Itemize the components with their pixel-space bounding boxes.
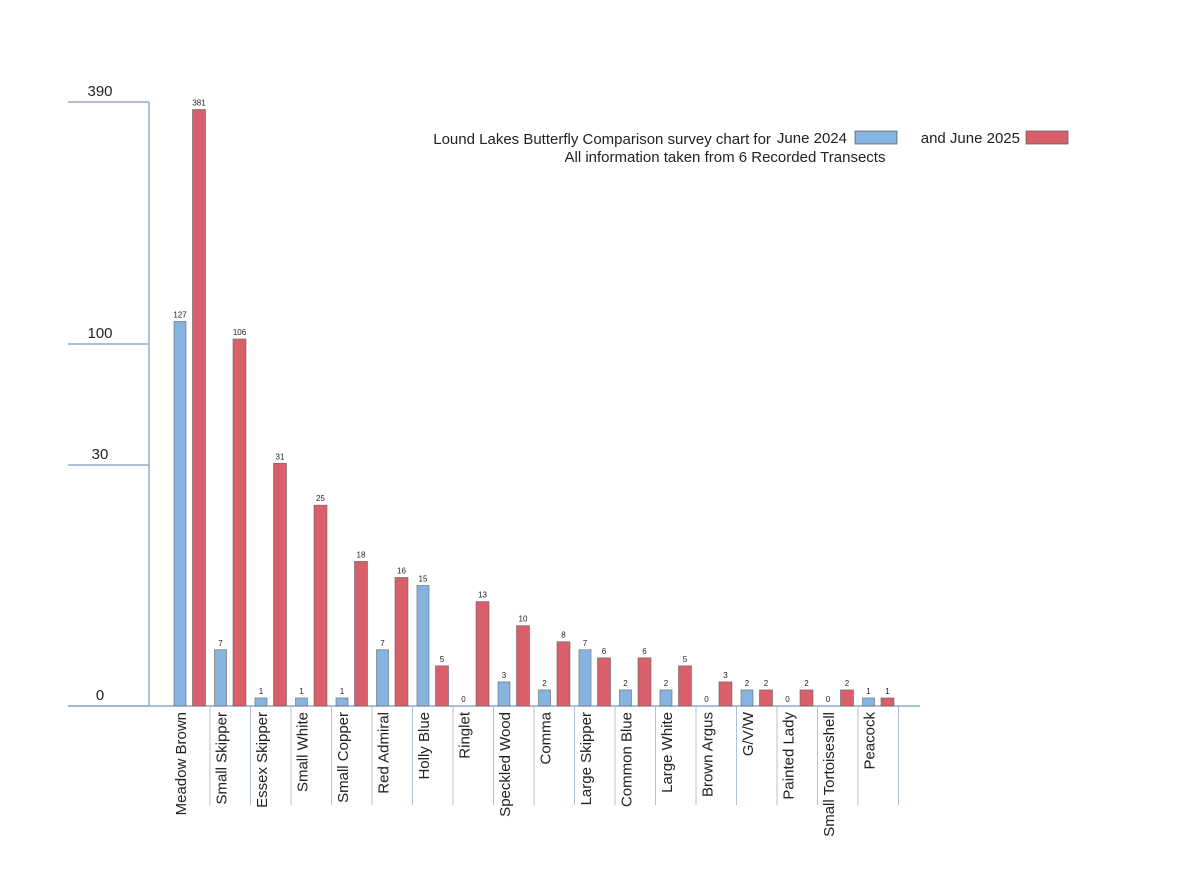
x-tick-label: Large White <box>659 712 676 793</box>
x-tick-label: Holly Blue <box>416 712 433 780</box>
value-label: 25 <box>316 494 325 503</box>
bar <box>740 689 754 707</box>
value-label: 0 <box>704 695 709 704</box>
bar <box>578 649 592 707</box>
legend-label: and June 2025 <box>921 130 1020 147</box>
bar <box>759 689 773 707</box>
bar <box>880 697 895 707</box>
bar <box>597 657 611 707</box>
bar <box>416 585 430 707</box>
value-label: 5 <box>440 655 445 664</box>
value-label: 127 <box>173 310 187 319</box>
value-label: 1 <box>340 687 345 696</box>
bar <box>840 689 854 707</box>
bar <box>497 681 511 707</box>
legend-swatch <box>1025 130 1069 145</box>
y-tick-label: 390 <box>87 83 112 100</box>
bar <box>659 689 673 707</box>
value-label: 3 <box>502 671 507 680</box>
bar <box>354 561 368 707</box>
bar <box>862 697 875 707</box>
bar <box>232 338 247 707</box>
value-label: 6 <box>642 647 647 656</box>
value-label: 10 <box>519 615 528 624</box>
x-tick-label: Ringlet <box>457 711 474 759</box>
bar <box>475 601 490 707</box>
value-label: 7 <box>218 639 223 648</box>
y-tick-label: 0 <box>96 687 104 704</box>
x-tick-label: Small Tortoiseshell <box>821 712 838 837</box>
x-tick-label: Small White <box>295 712 312 792</box>
value-label: 2 <box>804 679 809 688</box>
value-label: 106 <box>233 328 247 337</box>
chart-subtitle: All information taken from 6 Recorded Tr… <box>565 149 886 166</box>
bar <box>435 665 449 707</box>
value-label: 1 <box>299 687 304 696</box>
bar <box>335 697 349 707</box>
x-tick-label: Painted Lady <box>781 712 798 800</box>
bar <box>516 625 530 707</box>
legend-label: June 2024 <box>777 130 847 147</box>
bar <box>273 462 287 707</box>
bar <box>214 649 227 707</box>
x-tick-label: Meadow Brown <box>173 712 190 815</box>
x-tick-label: Large Skipper <box>578 712 595 805</box>
bar <box>718 681 733 707</box>
bar <box>799 689 814 707</box>
value-label: 6 <box>602 647 607 656</box>
x-tick-label: Essex Skipper <box>254 712 271 808</box>
value-label: 2 <box>623 679 628 688</box>
value-label: 2 <box>664 679 669 688</box>
bar <box>192 109 206 707</box>
x-tick-label: Small Skipper <box>214 712 231 805</box>
value-label: 16 <box>397 566 406 575</box>
bar <box>637 657 652 707</box>
value-label: 7 <box>583 639 588 648</box>
bar <box>556 641 571 707</box>
x-tick-label: G/V/W <box>740 711 757 756</box>
bar <box>678 665 692 707</box>
x-tick-label: Common Blue <box>619 712 636 807</box>
legend-swatch <box>854 130 898 145</box>
chart-title: Lound Lakes Butterfly Comparison survey … <box>433 131 771 148</box>
value-label: 1 <box>259 687 264 696</box>
bar <box>254 697 268 707</box>
value-label: 1 <box>885 687 890 696</box>
value-label: 5 <box>683 655 688 664</box>
value-label: 0 <box>826 695 831 704</box>
x-tick-label: Peacock <box>862 712 879 770</box>
y-tick-label: 100 <box>87 325 112 342</box>
value-label: 31 <box>276 452 285 461</box>
y-tick-label: 30 <box>92 446 109 463</box>
value-label: 2 <box>745 679 750 688</box>
value-label: 381 <box>192 99 206 108</box>
value-label: 1 <box>866 687 871 696</box>
value-label: 0 <box>785 695 790 704</box>
bar <box>173 321 187 707</box>
bar <box>538 689 551 707</box>
value-label: 2 <box>764 679 769 688</box>
value-label: 3 <box>723 671 728 680</box>
x-tick-label: Red Admiral <box>376 712 393 794</box>
bar <box>295 697 308 707</box>
bar <box>313 504 328 707</box>
value-label: 0 <box>461 695 466 704</box>
bar <box>394 577 409 707</box>
value-label: 15 <box>419 575 428 584</box>
value-label: 2 <box>845 679 850 688</box>
x-tick-label: Small Copper <box>335 712 352 803</box>
value-label: 8 <box>561 631 566 640</box>
bar <box>619 689 632 707</box>
bar <box>376 649 389 707</box>
x-tick-label: Brown Argus <box>700 712 717 797</box>
value-label: 13 <box>478 591 487 600</box>
value-label: 2 <box>542 679 547 688</box>
x-tick-label: Speckled Wood <box>497 712 514 817</box>
x-tick-label: Comma <box>538 711 555 764</box>
value-label: 7 <box>380 639 385 648</box>
value-label: 18 <box>357 550 366 559</box>
